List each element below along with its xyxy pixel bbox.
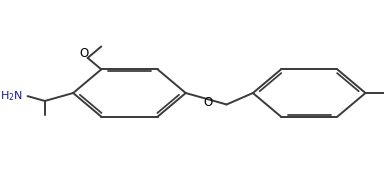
Text: H$_2$N: H$_2$N bbox=[0, 89, 23, 103]
Text: O: O bbox=[79, 47, 89, 60]
Text: O: O bbox=[203, 96, 213, 109]
